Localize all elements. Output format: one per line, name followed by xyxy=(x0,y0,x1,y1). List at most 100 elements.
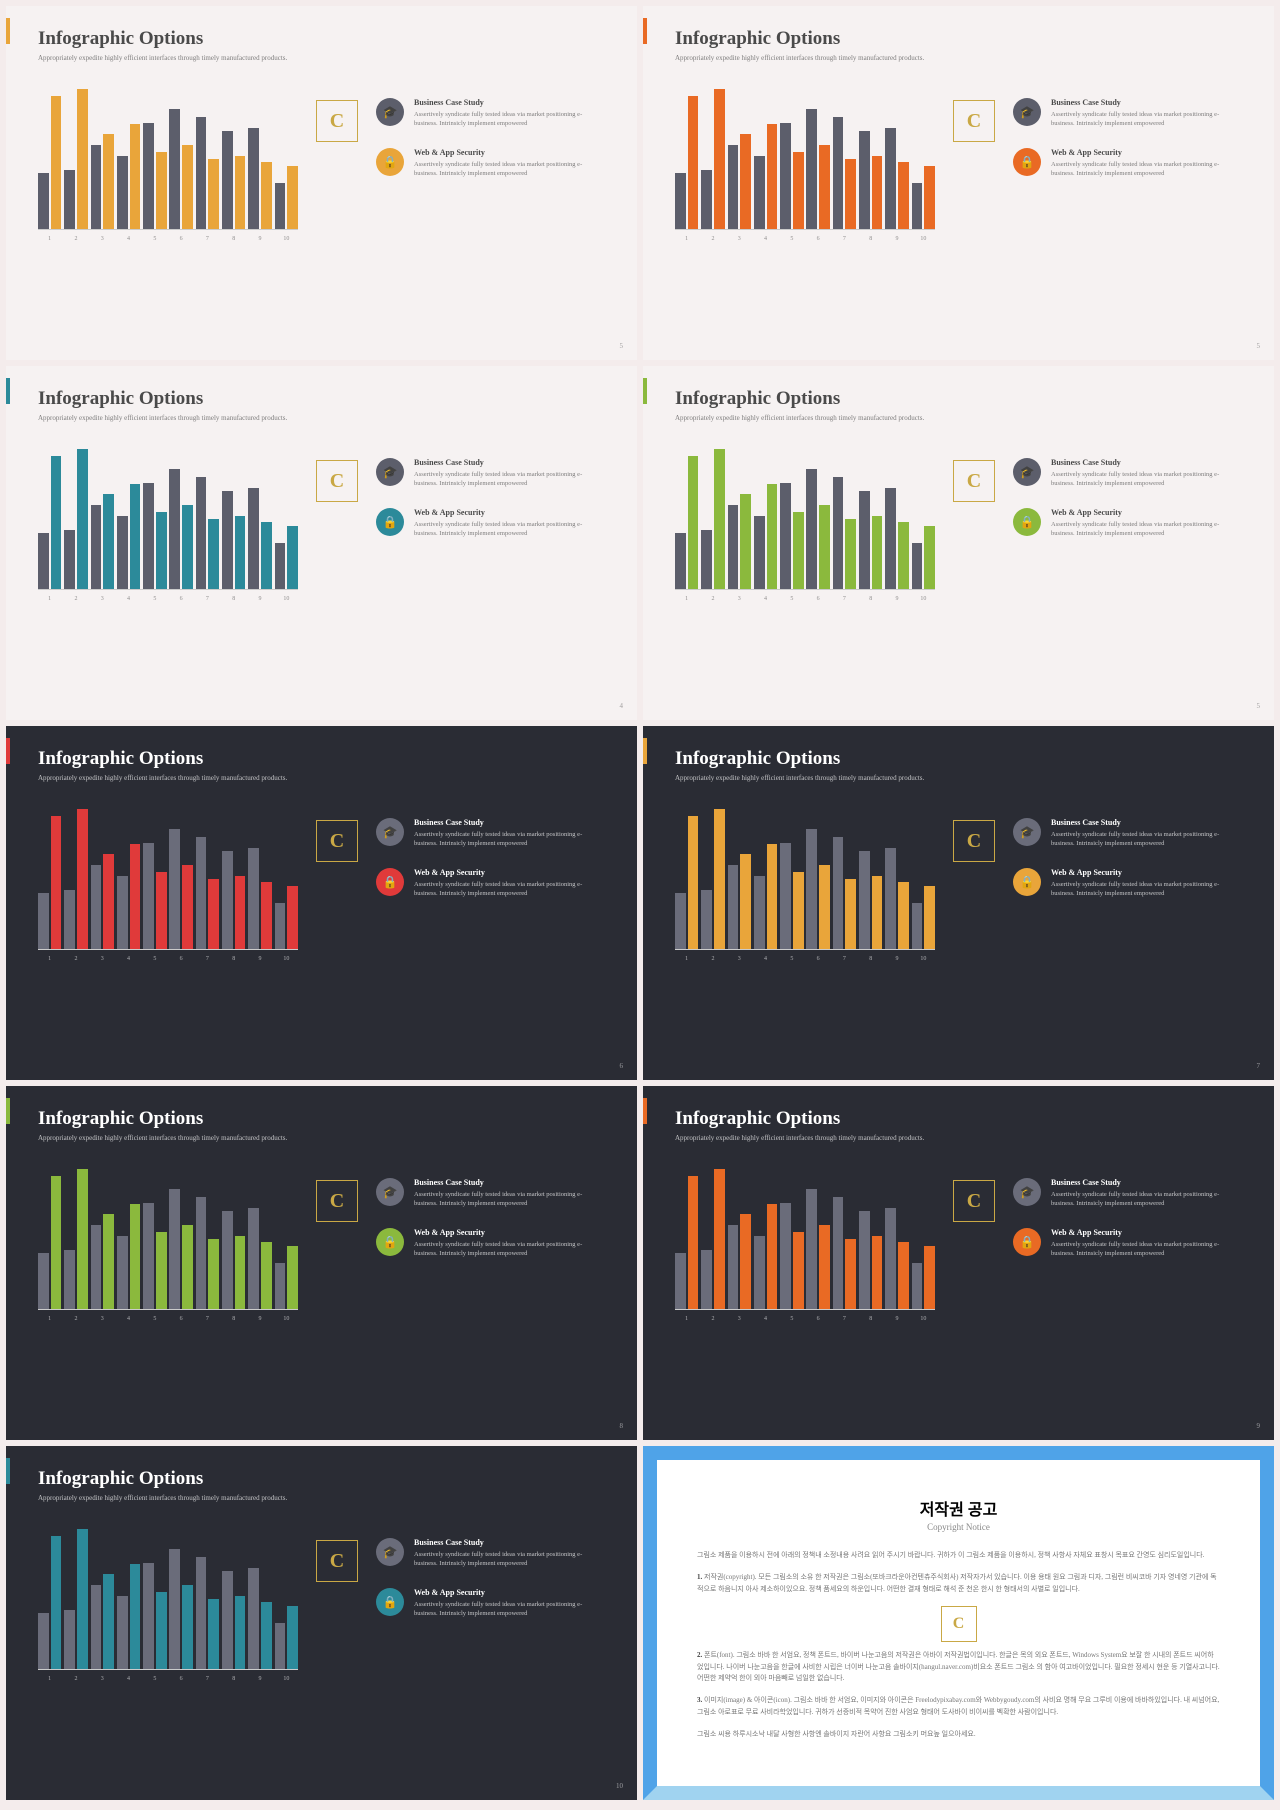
slide-title: Infographic Options xyxy=(675,1108,1242,1130)
bar-front xyxy=(235,1236,246,1309)
bar-back xyxy=(169,1189,180,1309)
bar-pair xyxy=(701,89,724,229)
bar-pair xyxy=(117,484,140,589)
slide: Infographic Options Appropriately expedi… xyxy=(6,6,637,360)
graduation-icon: 🎓 xyxy=(1013,1178,1041,1206)
info-title-1: Business Case Study xyxy=(414,458,605,467)
bar-front xyxy=(767,1204,778,1309)
bar-pair xyxy=(833,837,856,949)
info-title-2: Web & App Security xyxy=(1051,148,1242,157)
bar-back xyxy=(117,516,128,589)
x-label: 9 xyxy=(248,596,271,602)
lock-icon: 🔒 xyxy=(1013,868,1041,896)
info-body-1: Assertively syndicate fully tested ideas… xyxy=(414,830,605,848)
bar-front xyxy=(287,1246,298,1309)
slide-subtitle: Appropriately expedite highly efficient … xyxy=(675,414,1242,422)
slide-title: Infographic Options xyxy=(38,748,605,770)
bar-back xyxy=(91,505,102,589)
bar-front xyxy=(156,1232,167,1309)
bar-pair xyxy=(912,1246,935,1309)
notice-title: 저작권 공고 xyxy=(697,1496,1220,1520)
accent-bar xyxy=(643,1098,647,1124)
chart: 12345678910 xyxy=(38,1530,298,1682)
bar-back xyxy=(143,1203,154,1309)
x-label: 3 xyxy=(728,1316,751,1322)
bar-pair xyxy=(275,526,298,589)
bar-back xyxy=(912,543,923,589)
bar-back xyxy=(248,488,259,589)
bar-pair xyxy=(806,1189,829,1309)
bar-front xyxy=(714,809,725,949)
bar-back xyxy=(196,117,207,229)
x-label: 8 xyxy=(222,236,245,242)
bar-front xyxy=(130,1564,141,1669)
bar-back xyxy=(780,123,791,229)
accent-bar xyxy=(6,378,10,404)
bar-pair xyxy=(196,1197,219,1309)
info-body-2: Assertively syndicate fully tested ideas… xyxy=(414,160,605,178)
bar-back xyxy=(64,530,75,589)
bar-pair xyxy=(885,1208,908,1309)
x-label: 3 xyxy=(91,1316,114,1322)
page-number: 6 xyxy=(620,1062,624,1070)
slide-subtitle: Appropriately expedite highly efficient … xyxy=(38,54,605,62)
x-label: 3 xyxy=(91,236,114,242)
bar-front xyxy=(182,1585,193,1669)
bar-back xyxy=(833,837,844,949)
x-label: 5 xyxy=(143,956,166,962)
bar-pair xyxy=(806,109,829,229)
graduation-icon: 🎓 xyxy=(1013,98,1041,126)
x-label: 3 xyxy=(91,596,114,602)
bar-pair xyxy=(859,131,882,229)
x-label: 8 xyxy=(222,596,245,602)
bar-front xyxy=(714,89,725,229)
bar-front xyxy=(51,96,62,229)
bar-front xyxy=(898,882,909,949)
bar-pair xyxy=(754,124,777,229)
bar-pair xyxy=(859,851,882,949)
bar-back xyxy=(885,488,896,589)
bar-pair xyxy=(91,1574,114,1669)
bar-pair xyxy=(833,117,856,229)
accent-bar xyxy=(643,18,647,44)
bar-back xyxy=(275,183,286,229)
bar-front xyxy=(740,854,751,949)
slide: Infographic Options Appropriately expedi… xyxy=(643,726,1274,1080)
info-item-1: 🎓 Business Case StudyAssertively syndica… xyxy=(1013,818,1242,848)
bar-front xyxy=(845,159,856,229)
x-label: 5 xyxy=(780,956,803,962)
bar-front xyxy=(767,484,778,589)
x-label: 4 xyxy=(117,1676,140,1682)
page-number: 9 xyxy=(1257,1422,1261,1430)
bar-front xyxy=(845,519,856,589)
bar-front xyxy=(261,1602,272,1669)
x-label: 7 xyxy=(196,596,219,602)
bar-back xyxy=(169,1549,180,1669)
info-body-2: Assertively syndicate fully tested ideas… xyxy=(414,520,605,538)
bar-front xyxy=(872,876,883,949)
x-label: 8 xyxy=(859,236,882,242)
info-item-2: 🔒 Web & App SecurityAssertively syndicat… xyxy=(1013,508,1242,538)
bar-front xyxy=(924,526,935,589)
slide-title: Infographic Options xyxy=(38,28,605,50)
x-label: 2 xyxy=(64,596,87,602)
x-label: 6 xyxy=(169,956,192,962)
bar-back xyxy=(912,1263,923,1309)
bar-back xyxy=(754,156,765,229)
bar-back xyxy=(912,183,923,229)
slide: Infographic Options Appropriately expedi… xyxy=(6,726,637,1080)
x-label: 9 xyxy=(885,236,908,242)
bar-front xyxy=(714,1169,725,1309)
logo-badge: C xyxy=(953,1180,995,1222)
chart: 12345678910 xyxy=(675,450,935,602)
bar-front xyxy=(924,1246,935,1309)
bar-pair xyxy=(64,1529,87,1669)
bar-back xyxy=(248,848,259,949)
bar-pair xyxy=(143,1563,166,1669)
bar-pair xyxy=(885,488,908,589)
bar-front xyxy=(51,1536,62,1669)
graduation-icon: 🎓 xyxy=(376,1538,404,1566)
bar-back xyxy=(275,543,286,589)
bar-pair xyxy=(38,456,61,589)
x-label: 6 xyxy=(169,1676,192,1682)
